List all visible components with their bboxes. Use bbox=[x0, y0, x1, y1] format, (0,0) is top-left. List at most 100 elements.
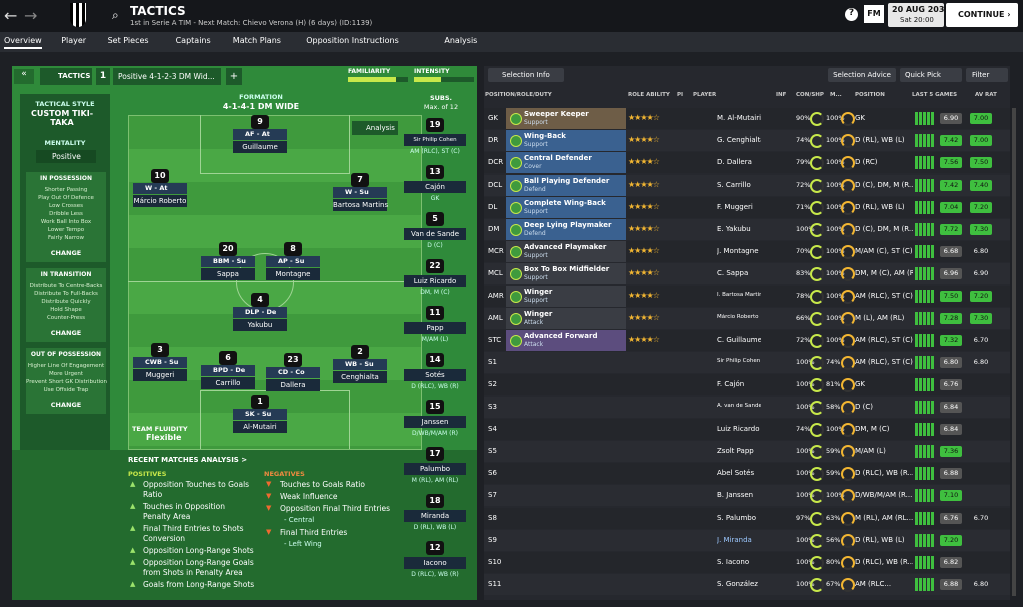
player-role[interactable]: CD - Co bbox=[266, 367, 320, 378]
player-name[interactable]: B. Janssen bbox=[717, 491, 754, 500]
player-role[interactable]: BBM - Su bbox=[201, 256, 255, 267]
role-box[interactable] bbox=[506, 307, 626, 329]
analysis-button[interactable]: Analysis bbox=[352, 121, 398, 135]
nav-tab[interactable]: Captains bbox=[175, 36, 211, 45]
player-name[interactable]: Al-Mutairi bbox=[233, 421, 287, 433]
player-name[interactable]: Márcio Roberto bbox=[133, 195, 187, 207]
player-name[interactable]: S. Iacono bbox=[717, 558, 750, 566]
change-button[interactable]: CHANGE bbox=[50, 401, 82, 409]
mentality-select[interactable]: Positive bbox=[36, 150, 96, 163]
player-name[interactable]: M. Al-Mutairi bbox=[717, 114, 761, 122]
player-name[interactable]: Cenghialta bbox=[333, 371, 387, 383]
player-name[interactable]: Zsolt Papp bbox=[717, 447, 754, 455]
role-box[interactable] bbox=[506, 108, 626, 129]
collapse-button[interactable]: « bbox=[14, 69, 34, 84]
column-header[interactable]: LAST 5 GAMES bbox=[912, 92, 958, 98]
sub-name[interactable]: Palumbo bbox=[404, 463, 466, 475]
player-name[interactable]: Bartosa Martins bbox=[333, 199, 389, 211]
column-header[interactable]: M... bbox=[830, 92, 842, 98]
tactics-tab[interactable]: TACTICS bbox=[40, 68, 92, 85]
change-button[interactable]: CHANGE bbox=[50, 329, 82, 337]
continue-button[interactable]: CONTINUE › bbox=[946, 3, 1018, 27]
player-name[interactable]: S. Carrillo bbox=[717, 180, 751, 189]
role-box[interactable] bbox=[506, 330, 626, 351]
player-name[interactable]: D. Dallera bbox=[717, 158, 752, 167]
player-name[interactable]: Abel Sotés bbox=[717, 469, 755, 478]
player-name[interactable]: Montagne bbox=[266, 268, 320, 280]
player-role[interactable]: WB - Su bbox=[333, 359, 387, 370]
selection-info[interactable]: Selection Info bbox=[488, 68, 564, 82]
nav-tab[interactable]: Opposition Instructions bbox=[306, 36, 399, 45]
sub-name[interactable]: Sotés bbox=[404, 369, 466, 381]
player-name[interactable]: S. Palumbo bbox=[717, 513, 757, 522]
player-role[interactable]: SK - Su bbox=[233, 409, 287, 420]
nav-tab[interactable]: Set Pieces bbox=[107, 36, 149, 45]
player-name[interactable]: Muggeri bbox=[133, 369, 187, 381]
column-header[interactable]: POSITION/ROLE/DUTY bbox=[485, 92, 552, 98]
filter[interactable]: Filter bbox=[966, 68, 1008, 82]
player-name[interactable]: F. Muggeri bbox=[717, 202, 753, 211]
style-value[interactable]: CUSTOM TIKI-TAKA bbox=[30, 109, 94, 127]
player-name[interactable]: G. Cenghialta bbox=[717, 136, 761, 145]
player-role[interactable]: W - At bbox=[133, 183, 187, 194]
player-name[interactable]: Carrillo bbox=[201, 377, 255, 389]
back-button[interactable]: ← bbox=[4, 6, 18, 25]
column-header[interactable]: ROLE ABILITY bbox=[628, 92, 670, 98]
sub-name[interactable]: Miranda bbox=[404, 510, 466, 522]
player-name[interactable]: C. Guillaume bbox=[717, 336, 761, 344]
player-name[interactable]: J. Miranda bbox=[717, 535, 752, 544]
role-box[interactable] bbox=[506, 219, 626, 240]
player-name[interactable]: I. Bartosa Martins bbox=[717, 291, 761, 298]
player-name[interactable]: C. Sappa bbox=[717, 269, 749, 278]
tactic-select[interactable]: Positive 4-1-2-3 DM Wid... bbox=[113, 68, 221, 85]
column-header[interactable]: AV RAT bbox=[975, 92, 997, 98]
sub-name[interactable]: Van de Sande bbox=[404, 228, 466, 240]
player-role[interactable]: W - Su bbox=[333, 187, 387, 198]
nav-tab[interactable]: Player bbox=[61, 36, 87, 45]
player-name[interactable]: Márcio Roberto bbox=[717, 313, 759, 320]
add-tactic[interactable]: + bbox=[226, 68, 242, 85]
player-name[interactable]: Yakubu bbox=[233, 319, 287, 331]
selection-advice[interactable]: Selection Advice bbox=[828, 68, 896, 82]
player-name[interactable]: Dallera bbox=[266, 379, 320, 391]
role-box[interactable] bbox=[506, 130, 626, 152]
player-name[interactable]: Sappa bbox=[201, 268, 255, 280]
formation-name[interactable]: 4-1-4-1 DM WIDE bbox=[222, 102, 300, 111]
player-name[interactable]: Guillaume bbox=[233, 141, 287, 153]
player-role[interactable]: CWB - Su bbox=[133, 357, 187, 368]
sub-name[interactable]: Luiz Ricardo bbox=[404, 275, 466, 287]
column-header[interactable]: PLAYER bbox=[693, 92, 717, 98]
quick-pick[interactable]: Quick Pick bbox=[900, 68, 962, 82]
analysis-title[interactable]: RECENT MATCHES ANALYSIS > bbox=[128, 456, 248, 464]
sub-name[interactable]: Iacono bbox=[404, 557, 466, 569]
player-role[interactable]: DLP - De bbox=[233, 307, 287, 318]
search-icon[interactable]: ⌕ bbox=[112, 8, 119, 22]
role-box[interactable] bbox=[506, 196, 626, 218]
sub-name[interactable]: Janssen bbox=[404, 416, 466, 428]
player-name[interactable]: Luiz Ricardo bbox=[717, 424, 760, 433]
sub-name[interactable]: Sir Philip Cohen bbox=[404, 134, 466, 146]
player-role[interactable]: AP - Su bbox=[266, 256, 320, 267]
nav-tab[interactable]: Overview bbox=[4, 36, 42, 49]
role-box[interactable] bbox=[506, 285, 626, 307]
nav-tab[interactable]: Analysis bbox=[444, 36, 478, 45]
player-name[interactable]: F. Cajón bbox=[717, 380, 745, 389]
sub-name[interactable]: Papp bbox=[404, 322, 466, 334]
column-header[interactable]: POSITION bbox=[855, 92, 885, 98]
player-name[interactable]: A. van de Sande bbox=[717, 402, 761, 409]
player-name[interactable]: Sir Philip Cohen bbox=[717, 358, 761, 365]
role-box[interactable] bbox=[506, 174, 626, 196]
role-box[interactable] bbox=[506, 241, 626, 263]
role-box[interactable] bbox=[506, 263, 626, 285]
player-name[interactable]: E. Yakubu bbox=[717, 225, 751, 233]
player-role[interactable]: AF - At bbox=[233, 129, 287, 140]
help-icon[interactable]: ? bbox=[845, 8, 858, 21]
player-name[interactable]: S. González bbox=[717, 580, 758, 589]
nav-tab[interactable]: Match Plans bbox=[232, 36, 281, 45]
player-name[interactable]: J. Montagne bbox=[717, 247, 759, 256]
column-header[interactable]: INF bbox=[776, 92, 787, 98]
forward-button[interactable]: → bbox=[24, 6, 38, 25]
change-button[interactable]: CHANGE bbox=[50, 249, 82, 257]
role-box[interactable] bbox=[506, 152, 626, 174]
player-role[interactable]: BPD - De bbox=[201, 365, 255, 376]
